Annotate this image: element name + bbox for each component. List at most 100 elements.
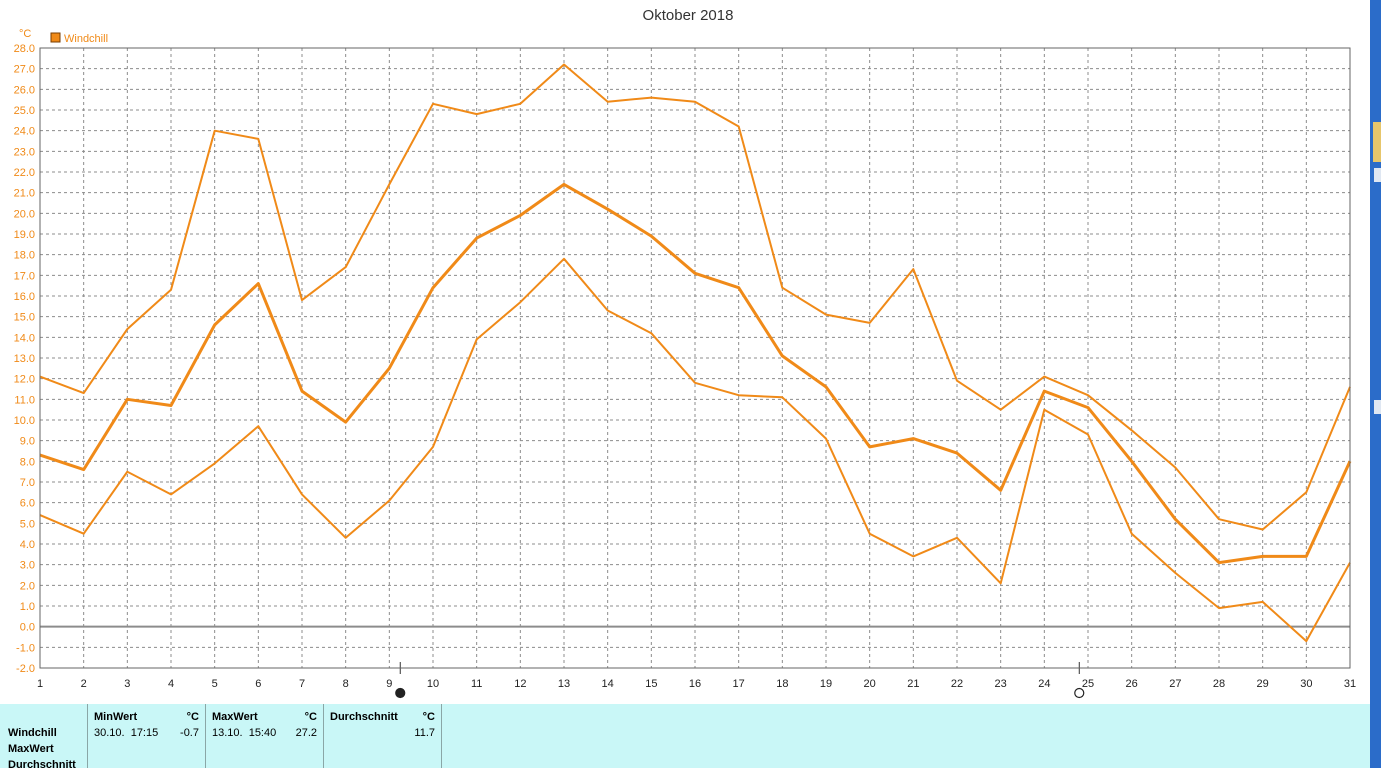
- y-tick-label: 21.0: [14, 188, 35, 200]
- y-tick-label: 11.0: [14, 394, 35, 406]
- y-tick-label: 8.0: [20, 456, 35, 468]
- legend-swatch: [50, 32, 61, 43]
- y-tick-label: 0.0: [20, 622, 35, 634]
- stats-separator: [87, 704, 88, 768]
- x-tick-label: 9: [386, 678, 392, 690]
- y-tick-label: 19.0: [14, 229, 35, 241]
- x-tick-label: 5: [212, 678, 218, 690]
- stats-separator: [205, 704, 206, 768]
- stats-value-avg: 11.7: [414, 727, 435, 739]
- new-moon-icon: [1074, 687, 1085, 699]
- y-tick-label: 3.0: [20, 560, 35, 572]
- x-tick-label: 14: [602, 678, 614, 690]
- y-tick-label: 12.0: [14, 374, 35, 386]
- y-tick-label: 6.0: [20, 498, 35, 510]
- y-tick-label: 15.0: [14, 312, 35, 324]
- x-tick-label: 29: [1257, 678, 1269, 690]
- stats-time-max: 13.10. 15:40: [212, 727, 277, 739]
- x-tick-label: 31: [1344, 678, 1356, 690]
- stats-separator: [323, 704, 324, 768]
- y-tick-label: 16.0: [14, 291, 35, 303]
- series-line-2: [39, 182, 1352, 565]
- y-tick-label: 4.0: [20, 539, 35, 551]
- stats-header-min: MinWert: [94, 711, 138, 723]
- desktop-label-fragment-2: [1374, 400, 1381, 414]
- full-moon-icon: [395, 687, 406, 699]
- y-tick-label: -2.0: [16, 663, 35, 675]
- x-tick-label: 15: [645, 678, 657, 690]
- x-axis-ticks: 1 2 3 4 5 6 7 8 9 10 11 12 13 14 15 16 17 18 19 20 21 22 23 24 2…: [37, 678, 1356, 690]
- y-tick-label: 22.0: [14, 167, 35, 179]
- x-tick-label: 2: [81, 678, 87, 690]
- y-tick-label: 20.0: [14, 208, 35, 220]
- y-tick-label: 14.0: [14, 332, 35, 344]
- x-tick-label: 26: [1126, 678, 1138, 690]
- stats-unit-min: °C: [186, 711, 199, 723]
- stats-value-min: -0.7: [180, 727, 199, 739]
- x-tick-label: 13: [558, 678, 570, 690]
- x-tick-label: 28: [1213, 678, 1225, 690]
- y-tick-label: 9.0: [20, 436, 35, 448]
- y-tick-label: 26.0: [14, 84, 35, 96]
- stats-col-max: MaxWert °C 13.10. 15:40 27.2: [206, 704, 323, 768]
- moon-phase-markers: [395, 662, 1085, 699]
- stats-time-min: 30.10. 17:15: [94, 727, 159, 739]
- y-axis-unit-label: °C: [19, 28, 31, 40]
- desktop-label-fragment: [1374, 168, 1381, 182]
- x-tick-label: 23: [995, 678, 1007, 690]
- legend-label: Windchill: [64, 33, 108, 45]
- stats-panel: Windchill MaxWert Durchschnitt MinWert °…: [0, 704, 1370, 768]
- desktop-edge-strip: [1370, 0, 1381, 768]
- x-tick-label: 10: [427, 678, 439, 690]
- y-tick-label: 2.0: [20, 580, 35, 592]
- y-tick-label: 27.0: [14, 64, 35, 76]
- x-tick-label: 6: [255, 678, 261, 690]
- stats-row-label: MaxWert: [8, 743, 54, 755]
- y-axis-ticks: 28.0 27.0 26.0 25.0 24.0 23.0 22.0 21.0 20.0 19.0…: [14, 43, 35, 675]
- stats-row-label: Durchschnitt: [8, 759, 76, 768]
- series-lines: [39, 63, 1352, 643]
- stats-value-max: 27.2: [295, 727, 317, 739]
- x-tick-label: 20: [864, 678, 876, 690]
- series-line-1: [39, 63, 1351, 531]
- x-tick-label: 16: [689, 678, 701, 690]
- y-tick-label: -1.0: [16, 642, 35, 654]
- y-tick-label: 13.0: [14, 353, 35, 365]
- x-tick-label: 17: [733, 678, 745, 690]
- x-tick-label: 4: [168, 678, 174, 690]
- x-tick-label: 18: [776, 678, 788, 690]
- x-tick-label: 21: [907, 678, 919, 690]
- y-tick-label: 5.0: [20, 518, 35, 530]
- y-tick-label: 18.0: [14, 250, 35, 262]
- y-tick-label: 23.0: [14, 146, 35, 158]
- y-tick-label: 7.0: [20, 477, 35, 489]
- stats-col-avg: Durchschnitt °C 11.7: [324, 704, 441, 768]
- x-tick-label: 12: [514, 678, 526, 690]
- stats-header-avg: Durchschnitt: [330, 711, 398, 723]
- x-tick-label: 19: [820, 678, 832, 690]
- stats-unit-avg: °C: [422, 711, 435, 723]
- x-tick-label: 27: [1169, 678, 1181, 690]
- y-tick-label: 17.0: [14, 270, 35, 282]
- plot-frame: [39, 47, 1351, 669]
- x-tick-label: 8: [343, 678, 349, 690]
- stats-separator: [441, 704, 442, 768]
- stats-header-max: MaxWert: [212, 711, 258, 723]
- y-tick-label: 24.0: [14, 126, 35, 138]
- y-tick-label: 28.0: [14, 43, 35, 55]
- y-tick-label: 25.0: [14, 105, 35, 117]
- stats-row-label: Windchill: [8, 727, 57, 739]
- x-tick-label: 25: [1082, 678, 1094, 690]
- series-line-3: [39, 257, 1351, 643]
- stats-unit-max: °C: [304, 711, 317, 723]
- x-tick-label: 3: [124, 678, 130, 690]
- stats-col-min: MinWert °C 30.10. 17:15 -0.7: [88, 704, 205, 768]
- x-tick-label: 11: [471, 678, 482, 690]
- x-tick-label: 30: [1300, 678, 1312, 690]
- y-tick-label: 1.0: [20, 601, 35, 613]
- x-tick-label: 24: [1038, 678, 1050, 690]
- x-tick-label: 22: [951, 678, 963, 690]
- x-tick-label: 1: [37, 678, 43, 690]
- x-tick-label: 7: [299, 678, 305, 690]
- chart-title: Oktober 2018: [643, 7, 734, 24]
